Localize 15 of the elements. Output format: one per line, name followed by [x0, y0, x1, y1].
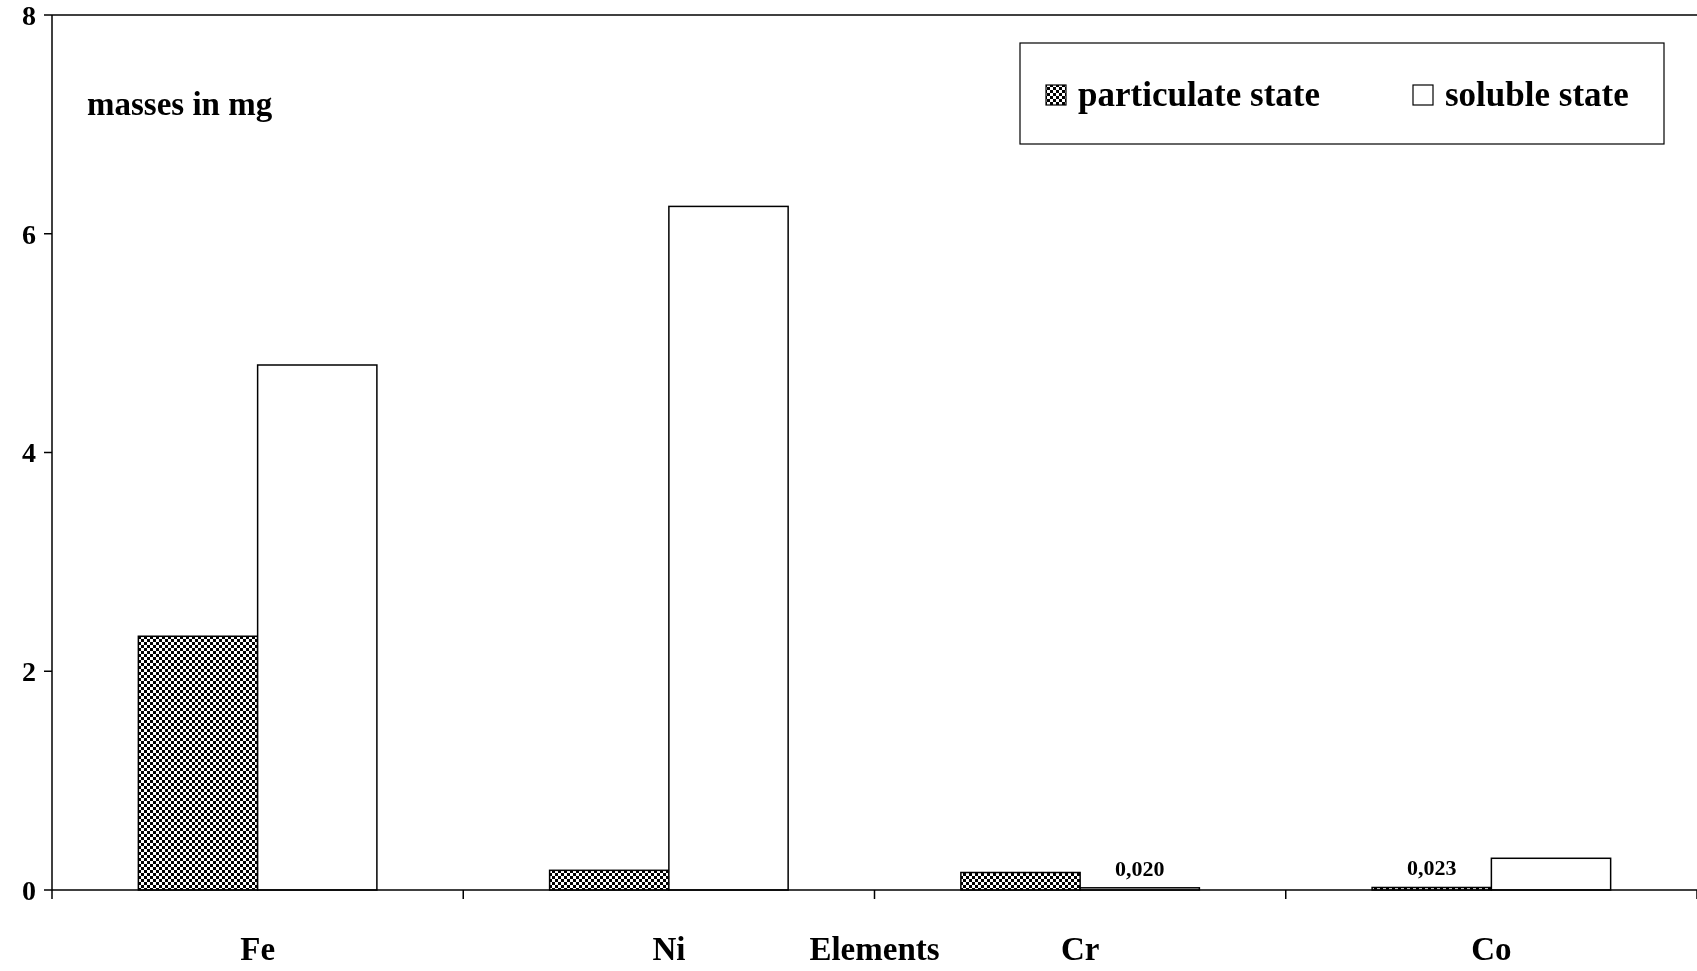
legend-label: particulate state — [1078, 75, 1321, 114]
y-tick-label: 2 — [22, 656, 36, 688]
x-tick-label: Co — [1471, 931, 1512, 967]
data-label: 0,020 — [1115, 855, 1165, 881]
x-tick-label: Cr — [1060, 931, 1100, 967]
x-axis-title: Elements — [809, 931, 940, 967]
x-tick-label: Fe — [240, 931, 276, 967]
y-tick-label: 0 — [22, 874, 36, 906]
y-tick-label: 4 — [22, 437, 36, 469]
y-tick-label: 6 — [22, 218, 36, 250]
y-tick-label: 8 — [22, 0, 36, 31]
legend-label: soluble state — [1445, 75, 1629, 114]
data-label: 0,023 — [1406, 855, 1457, 881]
x-tick-label: Ni — [652, 931, 686, 967]
y-axis-title: masses in mg — [87, 86, 273, 122]
